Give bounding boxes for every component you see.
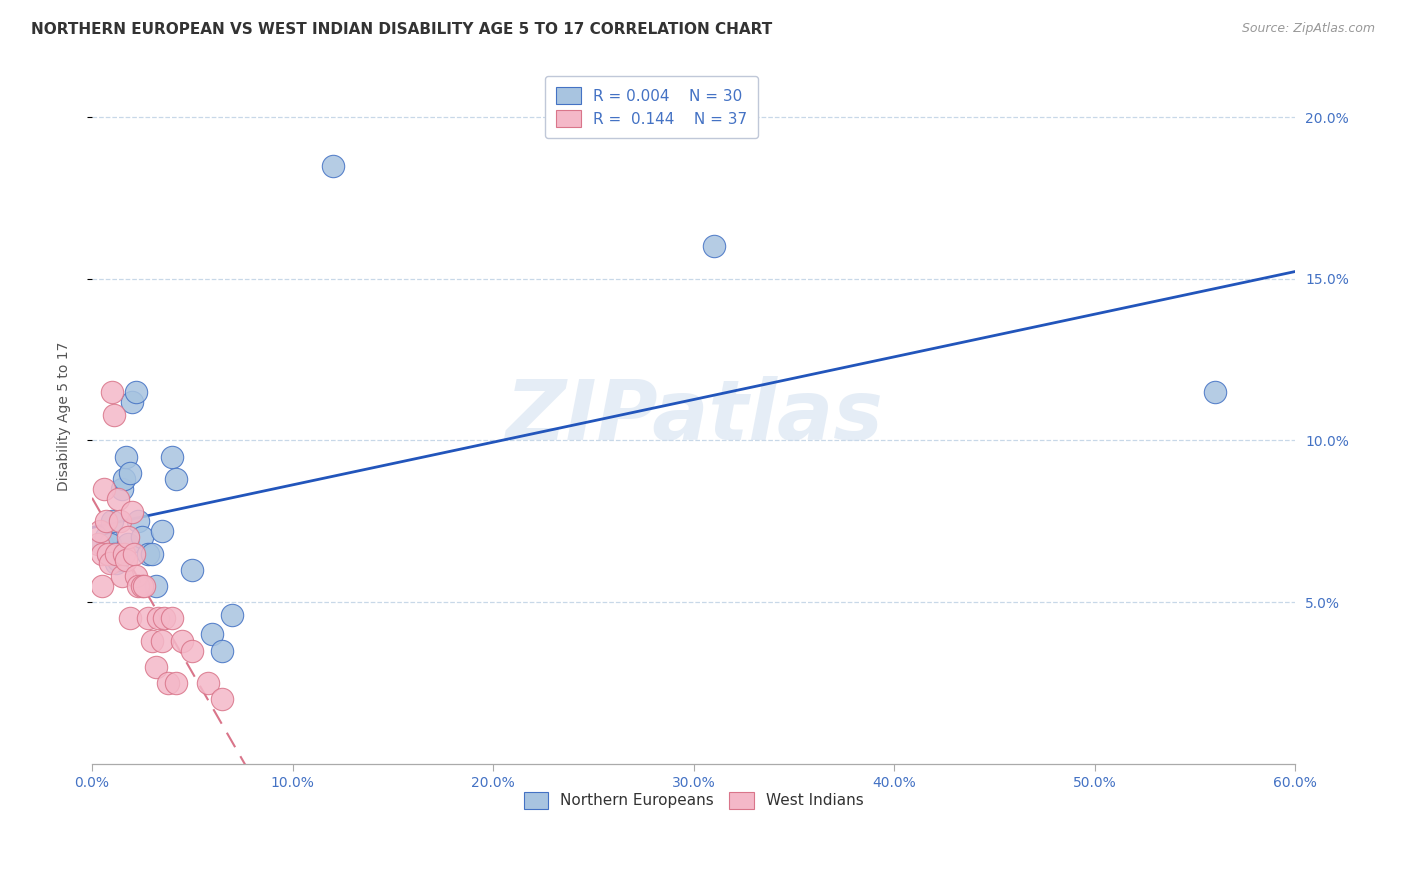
Point [703,239,725,253]
Point [125,569,148,583]
Point [101,384,124,399]
Point [165,472,187,486]
Point [131,579,153,593]
Text: Source: ZipAtlas.com: Source: ZipAtlas.com [1241,22,1375,36]
Point [89,524,111,538]
Text: NORTHERN EUROPEAN VS WEST INDIAN DISABILITY AGE 5 TO 17 CORRELATION CHART: NORTHERN EUROPEAN VS WEST INDIAN DISABIL… [31,22,772,37]
Point [127,579,149,593]
Point [181,643,204,657]
Point [211,643,233,657]
Point [105,557,128,571]
Point [91,579,114,593]
Point [148,611,170,625]
Y-axis label: Disability Age 5 to 17: Disability Age 5 to 17 [58,342,72,491]
Point [136,547,159,561]
Point [115,553,138,567]
Point [172,634,194,648]
Point [111,569,134,583]
Point [103,547,125,561]
Point [108,514,131,528]
Point [121,505,143,519]
Point [141,547,163,561]
Text: ZIPatlas: ZIPatlas [505,376,883,457]
Point [103,408,125,422]
Point [197,676,219,690]
Point [107,553,129,567]
Point [97,547,120,561]
Point [121,394,143,409]
Point [131,531,153,545]
Point [221,608,243,623]
Point [115,450,138,464]
Point [112,547,135,561]
Point [201,627,224,641]
Point [98,557,121,571]
Point [165,676,187,690]
Point [125,384,148,399]
Point [145,660,167,674]
Point [145,579,167,593]
Point [122,547,145,561]
Point [111,482,134,496]
Point [112,472,135,486]
Point [91,537,114,551]
Point [1204,384,1226,399]
Legend: Northern Europeans, West Indians: Northern Europeans, West Indians [517,786,870,815]
Point [150,524,173,538]
Point [98,537,121,551]
Point [322,159,344,173]
Point [127,514,149,528]
Point [134,579,156,593]
Point [160,611,183,625]
Point [91,547,114,561]
Point [87,537,110,551]
Point [117,537,139,551]
Point [211,692,233,706]
Point [150,634,173,648]
Point [120,611,142,625]
Point [101,514,124,528]
Point [94,514,117,528]
Point [153,611,176,625]
Point [160,450,183,464]
Point [107,491,129,506]
Point [93,482,115,496]
Point [94,531,117,545]
Point [120,466,142,480]
Point [117,531,139,545]
Point [157,676,180,690]
Point [141,634,163,648]
Point [181,563,204,577]
Point [136,611,159,625]
Point [105,547,128,561]
Point [97,547,120,561]
